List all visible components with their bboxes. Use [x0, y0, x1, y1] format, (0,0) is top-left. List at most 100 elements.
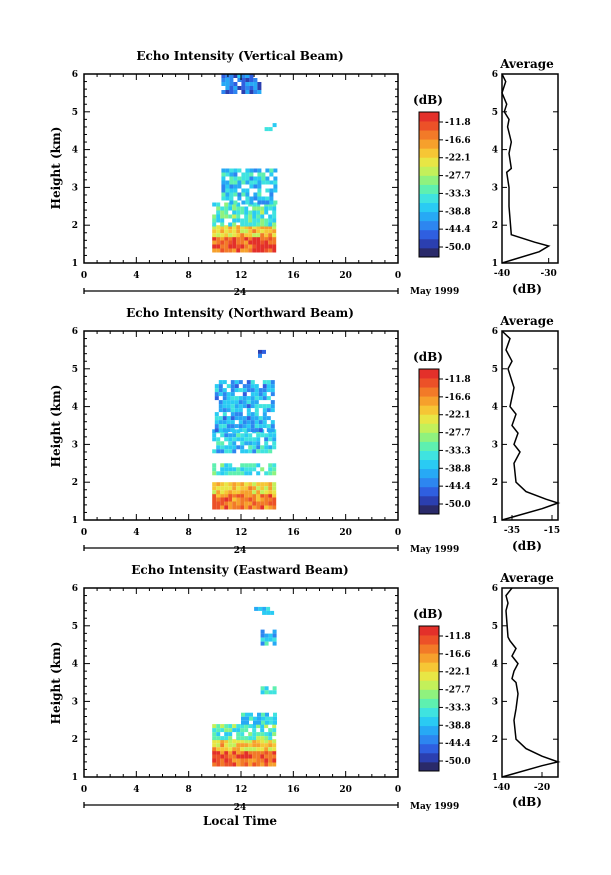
echo-cell: [264, 127, 269, 132]
echo-cell: [237, 78, 242, 82]
echo-cell: [224, 248, 229, 253]
day-label: 24: [234, 288, 247, 298]
echo-cell: [262, 420, 267, 425]
echo-cell: [233, 192, 238, 197]
echo-cell: [268, 206, 273, 211]
echo-cell: [222, 400, 227, 405]
echo-cell: [248, 463, 253, 468]
echo-cell: [230, 388, 235, 393]
echo-cell: [244, 206, 249, 211]
echo-cell: [248, 732, 253, 737]
y-tick-label: 5: [72, 622, 78, 632]
echo-cell: [225, 192, 230, 197]
echo-cell: [216, 750, 221, 755]
echo-cell: [216, 736, 221, 741]
echo-cell: [224, 202, 229, 207]
echo-cell: [224, 732, 229, 737]
echo-cell: [264, 637, 269, 642]
colorbar-swatch: [419, 680, 439, 690]
echo-cell: [242, 384, 247, 389]
echo-cell: [229, 74, 234, 78]
echo-cell: [216, 505, 221, 510]
echo-cell: [264, 501, 269, 506]
colorbar-swatch: [419, 671, 439, 681]
echo-cell: [240, 210, 245, 215]
echo-cell: [258, 428, 263, 433]
echo-cell: [268, 467, 273, 472]
colorbar-label: -11.8: [445, 118, 471, 128]
echo-cell: [246, 380, 251, 385]
echo-cell: [244, 210, 249, 215]
x-tick-label: 12: [235, 271, 248, 281]
avg-y-tick-label: 2: [492, 735, 498, 745]
echo-cell: [264, 229, 269, 234]
echo-cell: [270, 408, 275, 413]
avg-y-tick-label: 4: [492, 403, 498, 413]
colorbar-swatch: [419, 662, 439, 672]
echo-cell: [236, 505, 241, 510]
echo-cell: [234, 416, 239, 421]
echo-cell: [249, 180, 254, 185]
echo-cell: [240, 437, 245, 442]
echo-cell: [242, 396, 247, 401]
echo-cell: [273, 720, 277, 725]
echo-cell: [232, 482, 237, 487]
echo-cell: [254, 412, 259, 417]
echo-cell: [237, 86, 242, 90]
echo-cell: [248, 449, 253, 454]
echo-cell: [220, 463, 225, 468]
echo-cell: [256, 501, 261, 506]
echo-cell: [269, 172, 274, 177]
avg-profile-line: [501, 330, 561, 521]
echo-cell: [250, 412, 255, 417]
echo-cell: [244, 486, 249, 491]
echo-cell: [260, 732, 265, 737]
echo-cell: [232, 493, 237, 498]
echo-cell: [257, 180, 262, 185]
echo-cell: [256, 214, 261, 219]
echo-cell: [264, 690, 269, 695]
echo-cell: [245, 716, 249, 721]
echo-cell: [265, 196, 270, 201]
echo-cell: [245, 86, 250, 90]
echo-cell: [252, 202, 257, 207]
colorbar-swatch: [419, 477, 439, 488]
avg-y-tick-label: 1: [492, 259, 498, 269]
echo-cell: [244, 240, 249, 245]
echo-cell: [248, 467, 253, 472]
colorbar-label: -38.8: [445, 207, 471, 217]
echo-cell: [236, 501, 241, 506]
echo-cell: [266, 610, 271, 615]
echo-cell: [216, 724, 221, 729]
echo-cell: [256, 449, 261, 454]
echo-cell: [254, 416, 259, 421]
echo-cell: [232, 750, 237, 755]
echo-cell: [272, 641, 277, 646]
y-tick-label: 2: [72, 735, 78, 745]
echo-cell: [212, 463, 217, 468]
colorbar-label: -11.8: [445, 375, 471, 385]
echo-cell: [264, 762, 269, 767]
echo-cell: [252, 206, 257, 211]
echo-cell: [212, 240, 217, 245]
echo-cell: [266, 384, 271, 389]
echo-cell: [241, 712, 245, 717]
echo-cell: [268, 244, 273, 249]
echo-cell: [222, 380, 227, 385]
avg-y-tick-label: 4: [492, 660, 498, 670]
echo-cell: [253, 180, 258, 185]
colorbar-swatch: [419, 112, 439, 122]
y-tick-label: 3: [72, 183, 78, 193]
day-label: 24: [234, 546, 247, 556]
echo-cell: [256, 240, 261, 245]
echo-cell: [228, 236, 233, 241]
x-tick-label: 4: [133, 785, 139, 795]
echo-cell: [268, 486, 273, 491]
echo-cell: [254, 400, 259, 405]
echo-cell: [232, 497, 237, 502]
echo-cell: [232, 236, 237, 241]
echo-cell: [264, 222, 269, 227]
echo-cell: [250, 388, 255, 393]
echo-cell: [229, 90, 234, 94]
echo-cell: [212, 429, 217, 434]
